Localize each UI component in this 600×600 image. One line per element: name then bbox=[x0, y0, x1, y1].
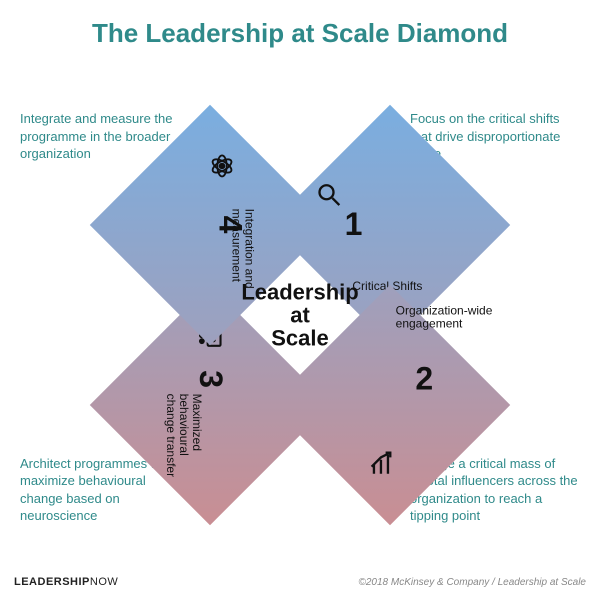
face-2-number: 2 bbox=[415, 361, 433, 398]
barchart-icon bbox=[369, 450, 397, 483]
page-title: The Leadership at Scale Diamond bbox=[0, 18, 600, 49]
footer-brand: LEADERSHIPNOW bbox=[14, 576, 118, 588]
center-label: Leadership at Scale bbox=[241, 280, 358, 349]
face-1-number: 1 bbox=[345, 206, 363, 243]
footer-copyright: ©2018 McKinsey & Company / Leadership at… bbox=[359, 577, 587, 588]
atom-icon bbox=[203, 152, 236, 180]
face-2-label: Organization-wide engagement bbox=[396, 305, 493, 331]
face-3-number: 3 bbox=[192, 370, 229, 388]
face-3-label: Maximized behavioural change transfer bbox=[163, 394, 203, 477]
face-4-label: Integration and measurement bbox=[229, 209, 255, 289]
magnifier-icon bbox=[315, 181, 343, 214]
